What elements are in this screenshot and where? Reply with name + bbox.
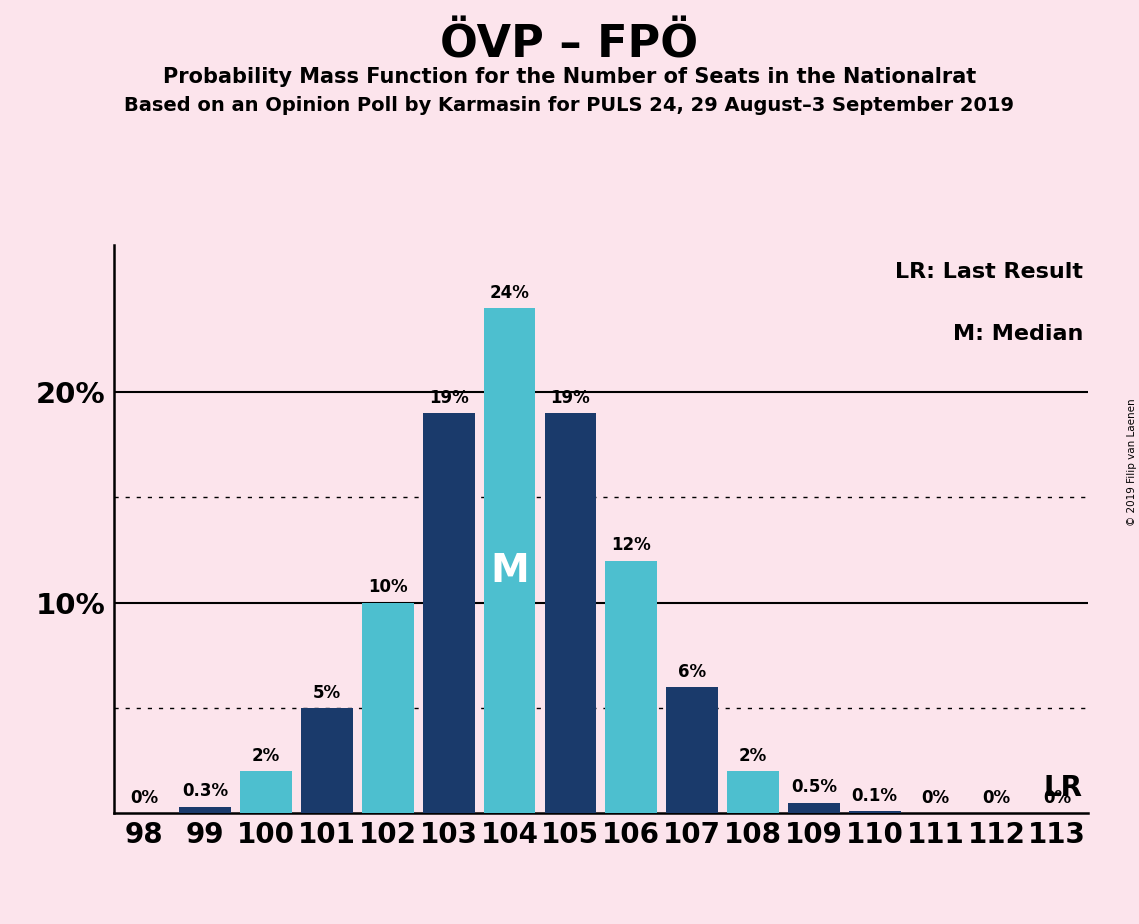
Text: LR: LR: [1043, 773, 1083, 802]
Text: 0.5%: 0.5%: [790, 778, 837, 796]
Text: 19%: 19%: [550, 389, 590, 407]
Text: Probability Mass Function for the Number of Seats in the Nationalrat: Probability Mass Function for the Number…: [163, 67, 976, 87]
Bar: [788, 803, 839, 813]
Text: 0%: 0%: [982, 789, 1010, 807]
Text: 24%: 24%: [490, 284, 530, 301]
Bar: [240, 771, 292, 813]
Bar: [849, 811, 901, 813]
Text: 19%: 19%: [428, 389, 468, 407]
Text: Based on an Opinion Poll by Karmasin for PULS 24, 29 August–3 September 2019: Based on an Opinion Poll by Karmasin for…: [124, 96, 1015, 116]
Text: 0%: 0%: [1043, 789, 1072, 807]
Bar: [362, 602, 413, 813]
Text: 6%: 6%: [678, 663, 706, 680]
Text: M: M: [490, 552, 528, 590]
Bar: [484, 308, 535, 813]
Text: 2%: 2%: [252, 747, 280, 765]
Bar: [666, 687, 718, 813]
Bar: [544, 413, 596, 813]
Bar: [423, 413, 475, 813]
Text: 0%: 0%: [921, 789, 950, 807]
Text: 0.3%: 0.3%: [182, 783, 228, 800]
Text: 0.1%: 0.1%: [852, 786, 898, 805]
Text: 12%: 12%: [612, 536, 652, 554]
Bar: [301, 708, 353, 813]
Bar: [606, 561, 657, 813]
Bar: [727, 771, 779, 813]
Text: 5%: 5%: [313, 684, 341, 701]
Text: M: Median: M: Median: [952, 324, 1083, 345]
Text: © 2019 Filip van Laenen: © 2019 Filip van Laenen: [1126, 398, 1137, 526]
Text: 2%: 2%: [739, 747, 767, 765]
Text: LR: Last Result: LR: Last Result: [895, 261, 1083, 282]
Bar: [179, 807, 231, 813]
Text: ÖVP – FPÖ: ÖVP – FPÖ: [441, 23, 698, 67]
Text: 0%: 0%: [130, 789, 158, 807]
Text: 10%: 10%: [368, 578, 408, 596]
